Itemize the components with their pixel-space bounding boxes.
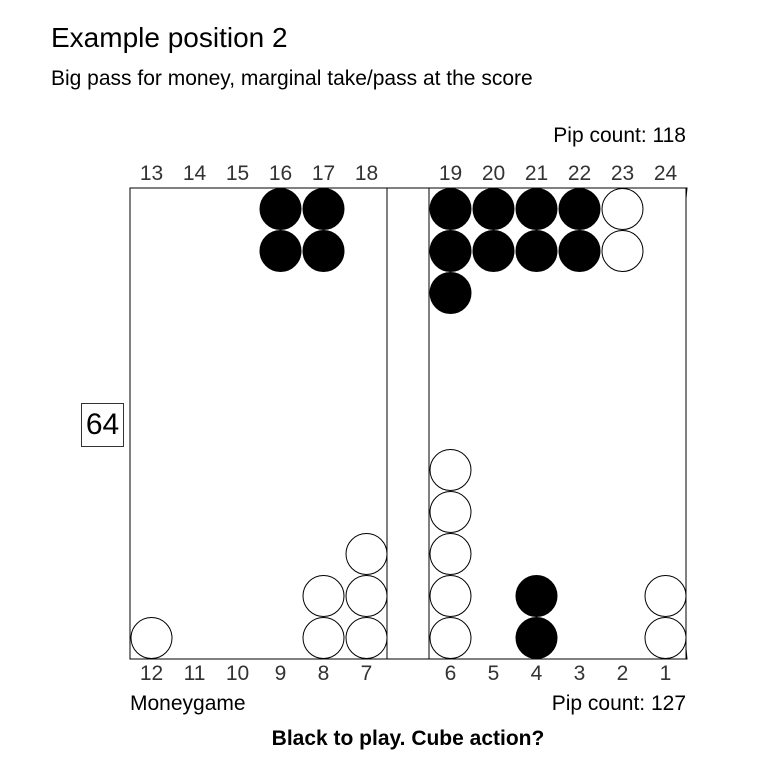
- black-checker[interactable]: [515, 617, 558, 659]
- black-checker[interactable]: [472, 230, 515, 272]
- point-number-7: 7: [361, 662, 373, 685]
- point-number-15: 15: [226, 162, 249, 185]
- black-checker[interactable]: [302, 230, 345, 272]
- black-checker[interactable]: [429, 188, 472, 230]
- white-checker[interactable]: [429, 533, 472, 575]
- action-prompt: Black to play. Cube action?: [271, 727, 545, 750]
- point-number-24: 24: [654, 162, 678, 185]
- black-checker[interactable]: [472, 188, 515, 230]
- match-type-label: Moneygame: [130, 692, 246, 715]
- white-checker[interactable]: [345, 533, 388, 575]
- black-checker[interactable]: [558, 188, 601, 230]
- white-checker[interactable]: [601, 188, 644, 230]
- black-checker[interactable]: [515, 575, 558, 617]
- point-number-6: 6: [445, 662, 457, 685]
- point-number-10: 10: [226, 662, 249, 685]
- black-checker[interactable]: [515, 230, 558, 272]
- white-checker[interactable]: [345, 617, 388, 659]
- point-number-21: 21: [525, 162, 548, 185]
- point-numbers-bottom: 12 11 10 9 8 7 6 5 4 3 2 1: [140, 662, 672, 685]
- black-checker[interactable]: [558, 230, 601, 272]
- point-number-19: 19: [439, 162, 462, 185]
- point-numbers-top: 13 14 15 16 17 18 19 20 21 22 23 24: [140, 162, 678, 185]
- point-number-8: 8: [318, 662, 330, 685]
- doubling-cube[interactable]: 64: [81, 403, 124, 447]
- black-checker[interactable]: [429, 230, 472, 272]
- point-number-23: 23: [611, 162, 634, 185]
- point-number-9: 9: [275, 662, 287, 685]
- point-number-17: 17: [312, 162, 335, 185]
- black-checker[interactable]: [429, 272, 472, 314]
- point-number-12: 12: [140, 662, 163, 685]
- white-checker[interactable]: [130, 617, 173, 659]
- black-checker[interactable]: [259, 188, 302, 230]
- point-number-2: 2: [617, 662, 629, 685]
- white-checker[interactable]: [644, 617, 687, 659]
- point-number-3: 3: [574, 662, 586, 685]
- point-number-16: 16: [269, 162, 292, 185]
- page-title: Example position 2: [51, 22, 288, 53]
- black-checker[interactable]: [259, 230, 302, 272]
- point-number-11: 11: [184, 662, 206, 685]
- white-checker[interactable]: [429, 449, 472, 491]
- board-frame: [129, 187, 687, 660]
- point-number-13: 13: [140, 162, 163, 185]
- white-checker[interactable]: [644, 575, 687, 617]
- pip-count-top: Pip count: 118: [553, 124, 686, 147]
- white-checker[interactable]: [302, 575, 345, 617]
- white-checker[interactable]: [302, 617, 345, 659]
- black-checker[interactable]: [515, 188, 558, 230]
- pip-count-bottom: Pip count: 127: [551, 692, 686, 715]
- checkers: [130, 188, 687, 659]
- point-number-14: 14: [183, 162, 207, 185]
- point-number-5: 5: [488, 662, 500, 685]
- point-number-20: 20: [482, 162, 505, 185]
- point-number-22: 22: [568, 162, 591, 185]
- white-checker[interactable]: [429, 575, 472, 617]
- white-checker[interactable]: [345, 575, 388, 617]
- page-subtitle: Big pass for money, marginal take/pass a…: [51, 67, 533, 90]
- white-checker[interactable]: [429, 617, 472, 659]
- point-number-18: 18: [355, 162, 378, 185]
- point-number-4: 4: [531, 662, 543, 685]
- bar[interactable]: [386, 187, 430, 660]
- white-checker[interactable]: [429, 491, 472, 533]
- white-checker[interactable]: [601, 230, 644, 272]
- point-number-1: 1: [660, 662, 672, 685]
- black-checker[interactable]: [302, 188, 345, 230]
